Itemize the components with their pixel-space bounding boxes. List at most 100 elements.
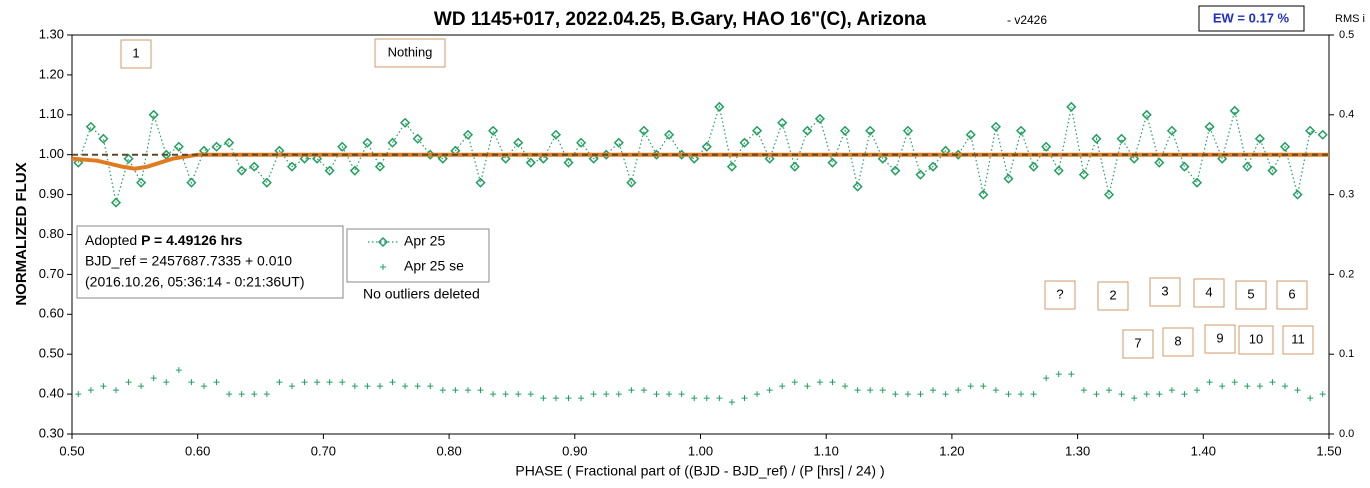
plus-marker <box>389 379 396 386</box>
y-tick-label: 0.90 <box>39 186 64 201</box>
plus-marker <box>464 387 471 394</box>
plus-marker <box>930 387 937 394</box>
plus-marker <box>288 383 295 390</box>
diamond-marker <box>337 141 348 152</box>
diamond-marker <box>1254 133 1265 144</box>
y2-tick-label: 0.5 <box>1339 29 1354 41</box>
diamond-marker <box>362 137 373 148</box>
plus-marker <box>716 395 723 402</box>
diamond-marker <box>613 137 624 148</box>
diamond-marker <box>173 141 184 152</box>
plus-marker <box>263 391 270 398</box>
plus-marker <box>842 383 849 390</box>
plus-marker <box>213 379 220 386</box>
y2-tick-label: 0.3 <box>1339 189 1354 201</box>
diamond-marker <box>136 177 147 188</box>
annotation: 6 <box>1288 286 1295 301</box>
diamond-marker <box>802 125 813 136</box>
annotation: 4 <box>1205 284 1212 299</box>
plus-marker <box>1030 391 1037 398</box>
plus-marker <box>678 391 685 398</box>
y-tick-label: 1.20 <box>39 66 64 81</box>
plus-marker <box>1319 391 1326 398</box>
diamond-marker <box>877 153 888 164</box>
plus-marker <box>1106 387 1113 394</box>
plus-marker <box>1118 391 1125 398</box>
plus-marker <box>955 387 962 394</box>
x-tick-label: 1.30 <box>1065 443 1090 458</box>
y-tick-label: 0.70 <box>39 266 64 281</box>
diamond-marker <box>1129 153 1140 164</box>
plus-marker <box>1018 391 1025 398</box>
plus-marker <box>967 383 974 390</box>
diamond-marker <box>915 169 926 180</box>
diamond-marker <box>777 117 788 128</box>
plus-marker <box>439 387 446 394</box>
plus-marker <box>1181 391 1188 398</box>
diamond-marker <box>827 157 838 168</box>
y-tick-label: 0.50 <box>39 346 64 361</box>
annotation-box <box>1097 281 1129 311</box>
plus-marker <box>75 391 82 398</box>
plus-marker <box>150 375 157 382</box>
plus-marker <box>1143 391 1150 398</box>
diamond-marker <box>488 125 499 136</box>
diamond-marker <box>902 125 913 136</box>
diamond-marker <box>638 125 649 136</box>
plus-marker <box>904 391 911 398</box>
diamond-marker <box>1091 133 1102 144</box>
diamond-marker <box>1141 109 1152 120</box>
plus-marker <box>892 391 899 398</box>
plus-marker <box>540 395 547 402</box>
annotation-box <box>1193 278 1225 308</box>
plus-marker <box>490 391 497 398</box>
diamond-marker <box>475 177 486 188</box>
diamond-marker <box>500 153 511 164</box>
plus-marker <box>1005 391 1012 398</box>
info-line: (2016.10.26, 05:36:14 - 0:21:36UT) <box>85 274 304 290</box>
info-line: BJD_ref = 2457687.7335 + 0.010 <box>85 253 292 269</box>
plus-marker <box>1282 383 1289 390</box>
ew-box <box>1198 5 1305 32</box>
info-box <box>76 225 344 299</box>
plus-marker <box>1080 387 1087 394</box>
annotation-box <box>1162 327 1194 357</box>
plus-marker <box>1194 387 1201 394</box>
y-tick-label: 0.60 <box>39 306 64 321</box>
annotation-box <box>1149 277 1181 307</box>
diamond-marker <box>1041 141 1052 152</box>
annotation-box <box>1204 324 1236 354</box>
plus-marker <box>515 391 522 398</box>
annotation: Nothing <box>388 44 433 59</box>
plus-marker <box>741 395 748 402</box>
diamond-marker <box>513 137 524 148</box>
diamond-marker <box>1166 125 1177 136</box>
plus-marker <box>138 383 145 390</box>
annotation: 2 <box>1109 287 1116 302</box>
x-tick-label: 1.00 <box>688 443 713 458</box>
plus-marker <box>628 387 635 394</box>
x-tick-label: 0.80 <box>436 443 461 458</box>
diamond-marker <box>1015 125 1027 136</box>
diamond-marker <box>664 129 675 140</box>
plus-marker <box>87 387 94 394</box>
plus-marker <box>1294 387 1301 394</box>
diamond-marker <box>236 165 247 176</box>
x-axis-label: PHASE ( Fractional part of ((BJD - BJD_r… <box>515 463 884 479</box>
x-tick-label: 1.10 <box>814 443 839 458</box>
diamond-marker <box>437 153 448 164</box>
diamond-marker <box>852 181 863 192</box>
plus-marker <box>251 391 258 398</box>
plus-marker <box>804 383 811 390</box>
info-period: P = 4.49126 hrs <box>141 232 243 248</box>
legend-label: Apr 25 <box>404 233 445 249</box>
plus-marker <box>615 391 622 398</box>
diamond-marker <box>701 141 712 152</box>
diamond-marker <box>387 137 398 148</box>
annotation: 5 <box>1247 286 1254 301</box>
plus-marker <box>1244 383 1251 390</box>
diamond-marker <box>349 165 360 176</box>
annotation-box <box>1235 280 1267 310</box>
plus-marker <box>703 395 710 402</box>
legend-box <box>346 228 490 283</box>
